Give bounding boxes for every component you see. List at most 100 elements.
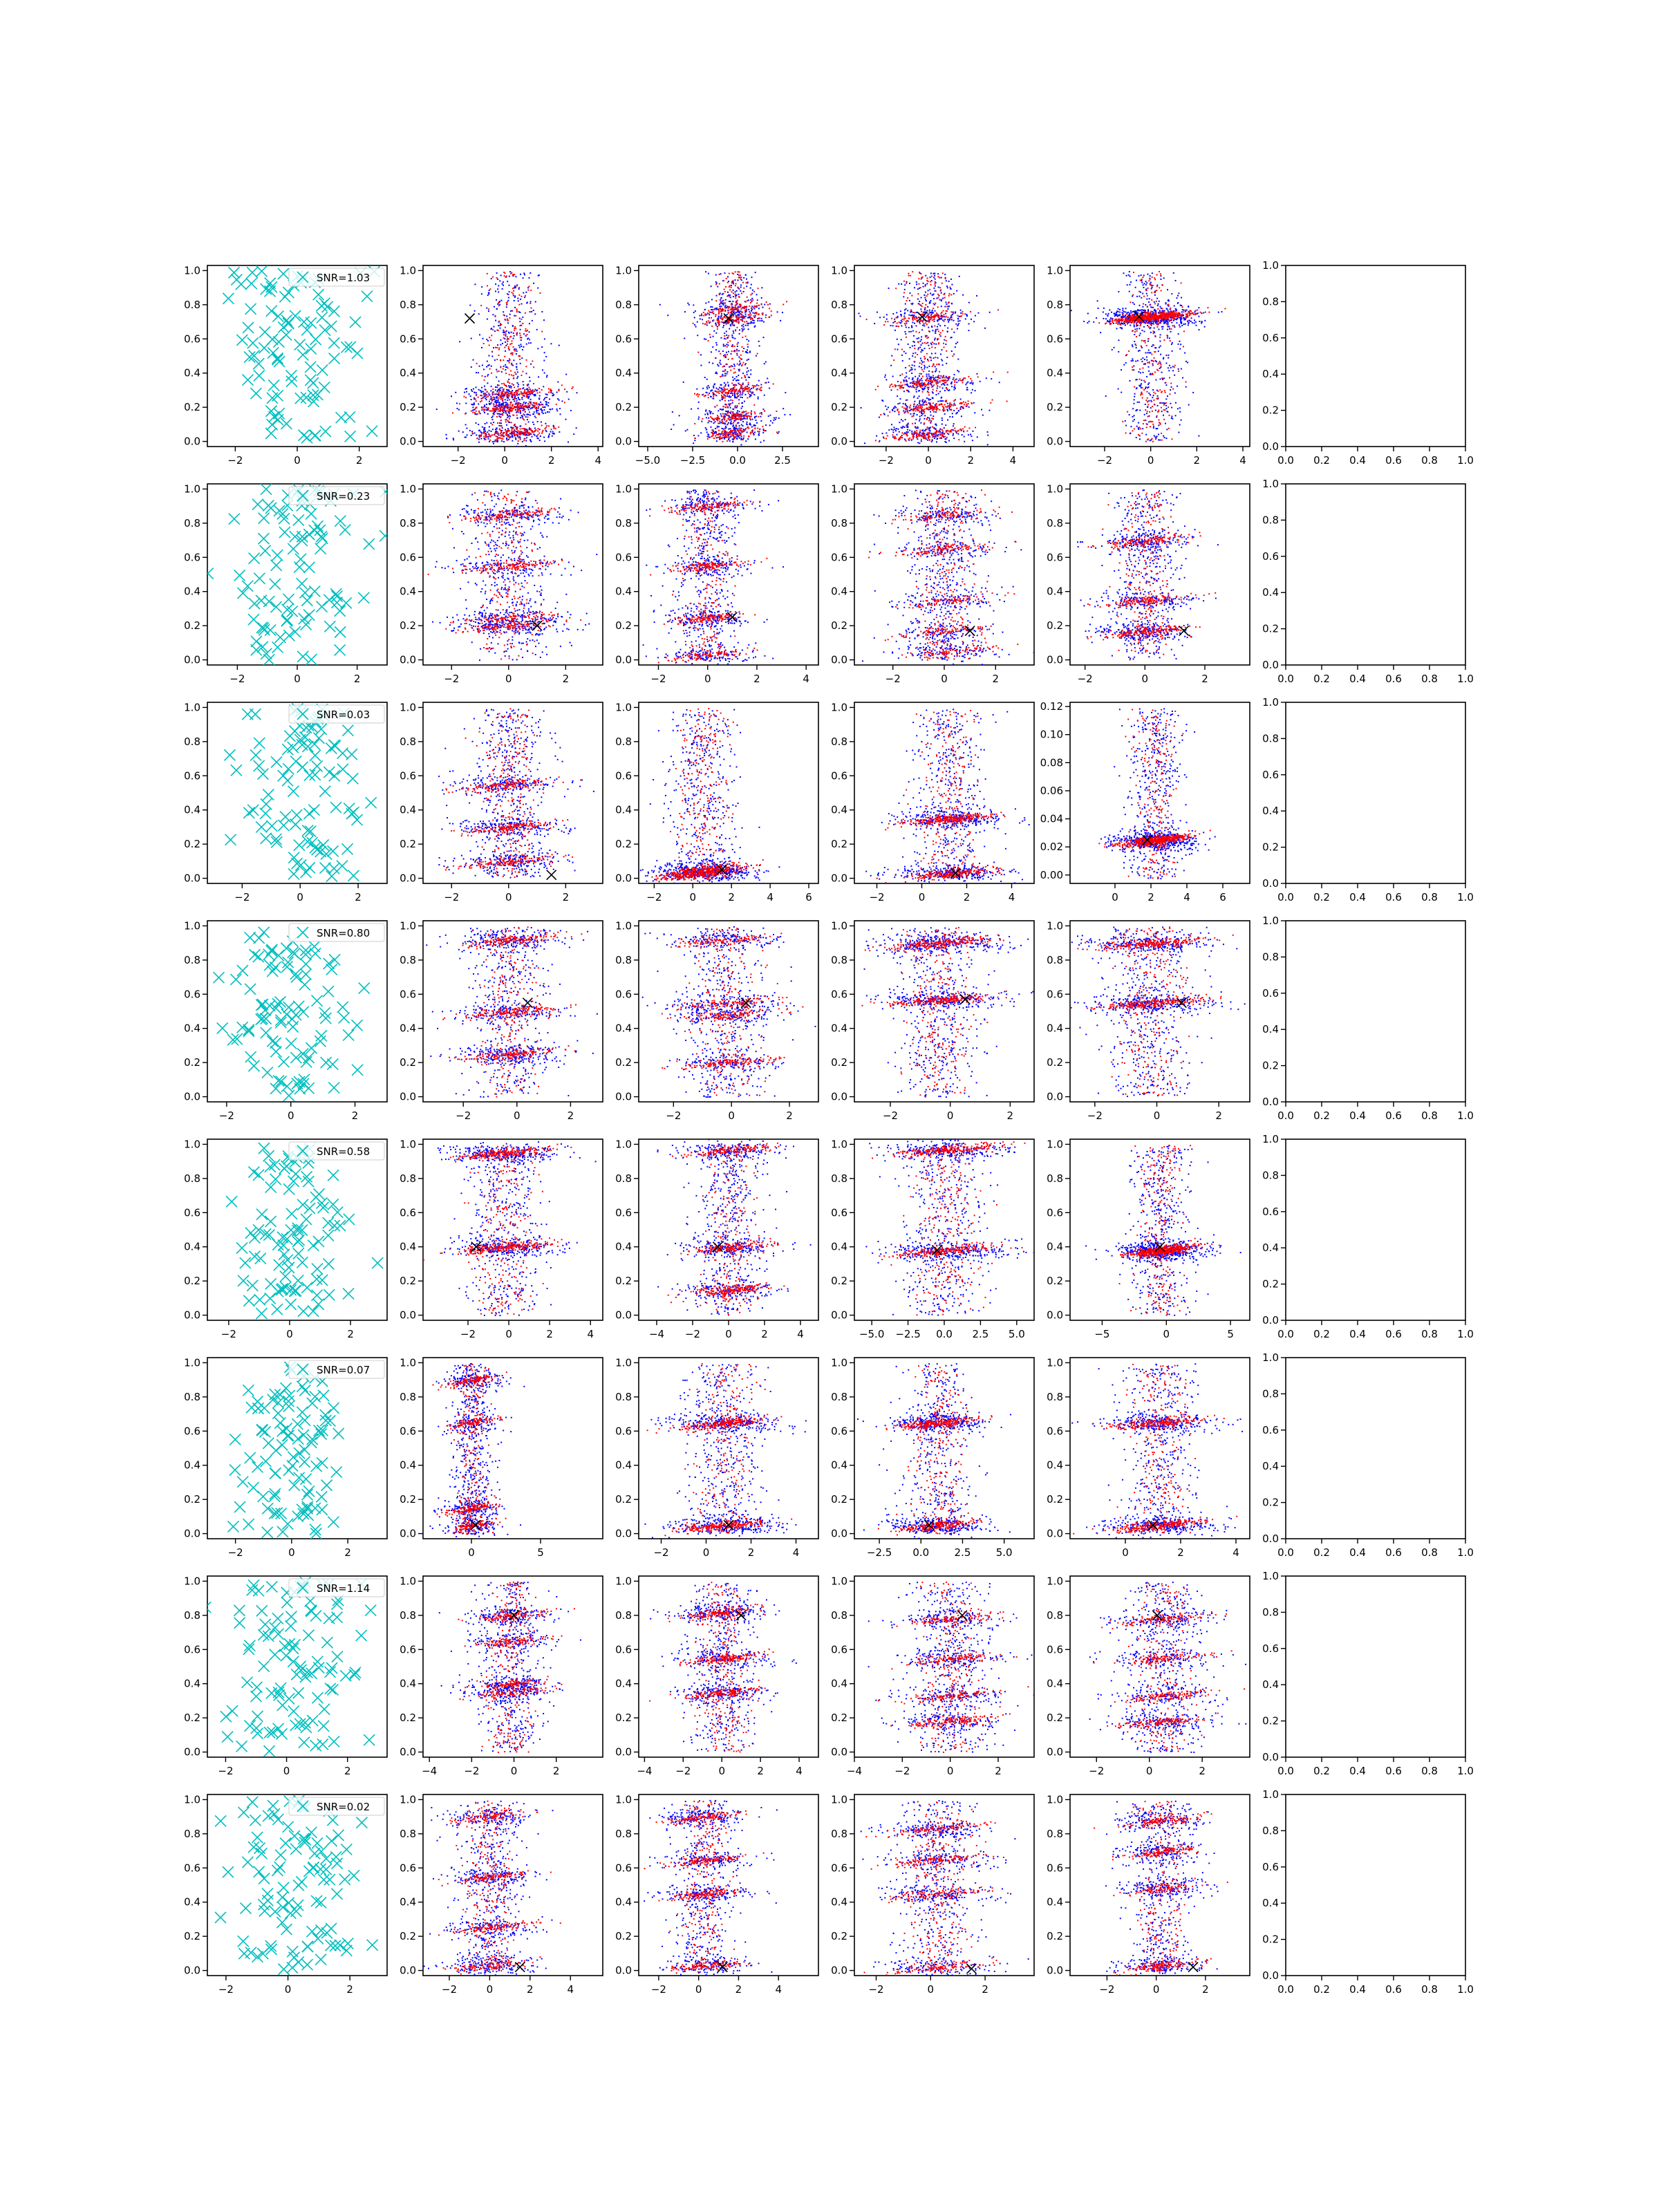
highlight-point	[736, 350, 738, 352]
highlight-point	[729, 433, 731, 435]
cross-marker	[259, 807, 272, 820]
highlight-point	[526, 384, 528, 386]
highlight-point	[727, 415, 729, 417]
highlight-point	[733, 390, 735, 392]
cross-marker	[315, 1953, 327, 1966]
noise-point	[745, 440, 747, 442]
noise-point	[486, 360, 488, 362]
highlight-point	[532, 360, 534, 362]
noise-point	[919, 320, 921, 322]
noise-point	[858, 312, 860, 315]
highlight-point	[498, 370, 500, 372]
noise-point	[727, 310, 729, 312]
noise-point	[903, 410, 905, 412]
highlight-point	[508, 437, 510, 439]
highlight-point	[735, 418, 737, 420]
highlight-point	[736, 430, 738, 432]
noise-point	[726, 373, 728, 375]
noise-point	[931, 440, 933, 442]
noise-point	[924, 291, 926, 293]
highlight-point	[482, 406, 485, 409]
noise-point	[496, 368, 498, 371]
noise-point	[507, 428, 509, 430]
noise-point	[506, 437, 508, 439]
noise-point	[733, 384, 735, 386]
noise-point	[708, 317, 710, 319]
cross-marker	[256, 621, 268, 634]
noise-point	[905, 308, 907, 310]
y-tick-label: 1.0	[184, 1575, 200, 1587]
highlight-point	[535, 429, 537, 431]
noise-point	[537, 287, 539, 289]
noise-point	[926, 434, 928, 436]
highlight-point	[553, 426, 555, 428]
highlight-point	[724, 370, 726, 372]
cross-marker	[308, 1847, 321, 1860]
highlight-point	[718, 312, 720, 314]
cross-marker	[326, 1683, 339, 1696]
noise-point	[749, 322, 751, 324]
cross-marker	[228, 513, 241, 525]
highlight-point	[727, 306, 729, 308]
noise-point	[532, 413, 534, 415]
y-tick-label: 0.6	[184, 1425, 200, 1437]
noise-point	[514, 306, 516, 308]
noise-point	[921, 377, 923, 379]
highlight-point	[517, 406, 519, 408]
noise-point	[916, 386, 918, 388]
highlight-point	[734, 406, 736, 409]
noise-point	[955, 311, 957, 313]
highlight-point	[527, 403, 529, 405]
noise-point	[905, 411, 907, 413]
noise-point	[527, 421, 529, 423]
highlight-point	[731, 308, 733, 310]
highlight-point	[500, 435, 502, 437]
noise-point	[516, 371, 518, 373]
noise-point	[514, 348, 516, 350]
noise-point	[720, 297, 722, 299]
noise-point	[723, 417, 725, 419]
noise-point	[697, 407, 699, 409]
highlight-point	[718, 422, 720, 424]
noise-point	[907, 390, 909, 392]
noise-point	[544, 440, 546, 442]
noise-point	[516, 368, 518, 371]
noise-point	[760, 412, 762, 414]
cross-marker	[351, 1064, 364, 1076]
highlight-point	[490, 410, 492, 412]
highlight-point	[491, 410, 494, 412]
noise-point	[499, 408, 501, 410]
cross-marker	[274, 1014, 287, 1027]
cross-marker	[366, 1939, 379, 1951]
noise-point	[749, 391, 751, 393]
highlight-point	[500, 407, 502, 409]
noise-point	[722, 409, 724, 411]
highlight-point	[707, 394, 709, 396]
cross-marker	[307, 1239, 319, 1252]
noise-point	[512, 275, 514, 277]
cross-marker	[269, 1388, 281, 1400]
cross-marker	[277, 268, 290, 280]
highlight-point	[740, 305, 742, 307]
noise-point	[523, 274, 525, 276]
highlight-point	[736, 299, 738, 301]
highlight-point	[727, 312, 729, 315]
noise-point	[760, 389, 762, 391]
noise-point	[741, 387, 743, 389]
noise-point	[731, 334, 733, 336]
cross-marker	[282, 1395, 294, 1407]
legend-box	[288, 1141, 385, 1161]
highlight-point	[517, 430, 519, 432]
noise-point	[718, 322, 720, 324]
cross-marker	[309, 1524, 321, 1536]
noise-point	[550, 343, 552, 345]
noise-point	[739, 413, 741, 415]
cross-marker	[328, 769, 341, 782]
highlight-point	[514, 326, 516, 328]
cross-marker	[366, 425, 378, 438]
highlight-point	[498, 302, 500, 304]
highlight-point	[518, 303, 521, 306]
noise-point	[749, 351, 751, 353]
noise-point	[724, 272, 726, 274]
noise-point	[950, 350, 953, 353]
